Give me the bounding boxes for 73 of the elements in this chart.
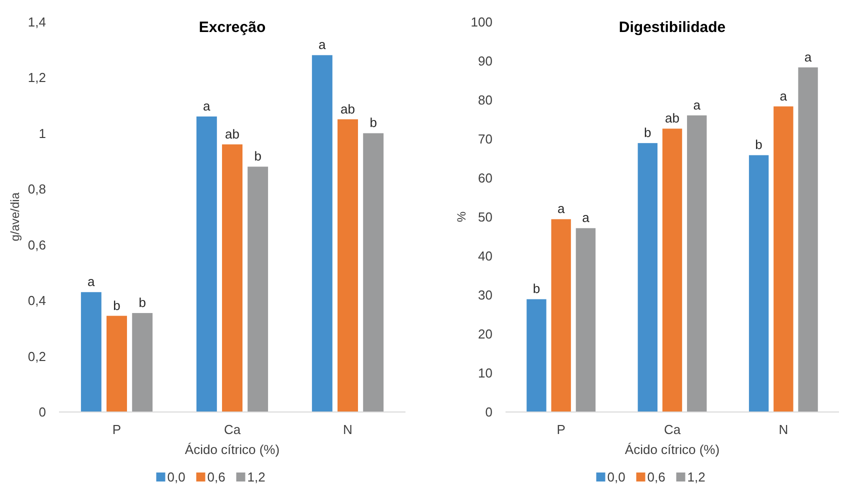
- data-label: b: [370, 115, 377, 130]
- data-label: ab: [665, 110, 680, 126]
- x-tick-label: P: [556, 422, 566, 437]
- data-label: ab: [340, 101, 355, 116]
- x-tick-label: P: [112, 422, 122, 437]
- bar: [687, 115, 707, 412]
- bar: [526, 299, 546, 412]
- y-tick-label: 0,2: [28, 348, 46, 364]
- y-tick-label: 20: [478, 326, 492, 342]
- data-label: a: [693, 97, 702, 112]
- y-tick-label: 30: [478, 287, 492, 302]
- bar: [748, 155, 769, 412]
- y-tick-label: 1: [38, 126, 46, 141]
- bar: [196, 116, 217, 412]
- y-tick-label: 0: [485, 404, 492, 420]
- data-label: b: [113, 298, 120, 313]
- y-tick-label: 60: [478, 170, 492, 186]
- x-axis-title: Ácido cítrico (%): [184, 442, 280, 457]
- bar: [798, 67, 818, 412]
- y-tick-label: 1,4: [28, 14, 46, 30]
- data-label: ab: [225, 126, 240, 142]
- y-tick-label: 40: [478, 248, 492, 264]
- bar: [638, 143, 658, 412]
- legend-label: 1,2: [247, 470, 266, 484]
- y-tick-label: 100: [470, 14, 492, 30]
- y-tick-label: 0,8: [28, 182, 46, 197]
- data-label: a: [203, 98, 212, 114]
- legend-label: 0,0: [167, 470, 186, 484]
- y-tick-label: 90: [478, 53, 492, 68]
- x-axis-title: Ácido cítrico (%): [624, 442, 720, 457]
- legend-label: 0,6: [207, 470, 226, 484]
- y-tick-label: 10: [478, 366, 492, 381]
- y-tick-label: 50: [478, 209, 492, 224]
- data-label: b: [532, 281, 540, 296]
- data-label: a: [780, 88, 788, 104]
- y-tick-label: 70: [478, 131, 492, 146]
- bar: [551, 219, 571, 412]
- data-label: a: [318, 37, 327, 52]
- data-label: b: [755, 137, 762, 152]
- bar: [106, 316, 127, 412]
- data-label: b: [254, 148, 262, 164]
- legend-label: 1,2: [687, 470, 706, 484]
- x-tick-label: Ca: [224, 422, 242, 437]
- x-tick-label: N: [778, 422, 788, 437]
- chart-title: Digestibilidade: [618, 19, 726, 36]
- bar: [248, 166, 268, 412]
- bar: [662, 128, 682, 412]
- data-label: a: [88, 274, 96, 290]
- bar: [222, 144, 242, 412]
- y-tick-label: 0,4: [28, 293, 46, 308]
- data-label: b: [138, 295, 146, 310]
- y-axis-title: g/ave/dia: [8, 192, 22, 242]
- bar: [338, 119, 358, 412]
- legend-label: 0,0: [607, 470, 626, 484]
- bar: [363, 133, 384, 412]
- data-label: b: [644, 125, 652, 140]
- y-tick-label: 80: [478, 92, 492, 108]
- legend-label: 0,6: [647, 470, 666, 484]
- x-tick-label: Ca: [664, 422, 682, 437]
- y-axis-title: %: [454, 211, 468, 222]
- bar: [132, 313, 153, 412]
- y-tick-label: 1,2: [28, 70, 46, 86]
- data-label: a: [557, 201, 566, 216]
- y-tick-label: 0,6: [28, 237, 46, 252]
- data-label: a: [804, 49, 812, 64]
- data-label: a: [582, 210, 590, 226]
- bar: [774, 106, 794, 412]
- x-tick-label: N: [343, 422, 352, 437]
- chart-title: Excreção: [198, 19, 266, 36]
- bar: [312, 55, 332, 412]
- bar: [80, 292, 102, 412]
- bar: [576, 228, 596, 412]
- y-tick-label: 0: [38, 404, 46, 420]
